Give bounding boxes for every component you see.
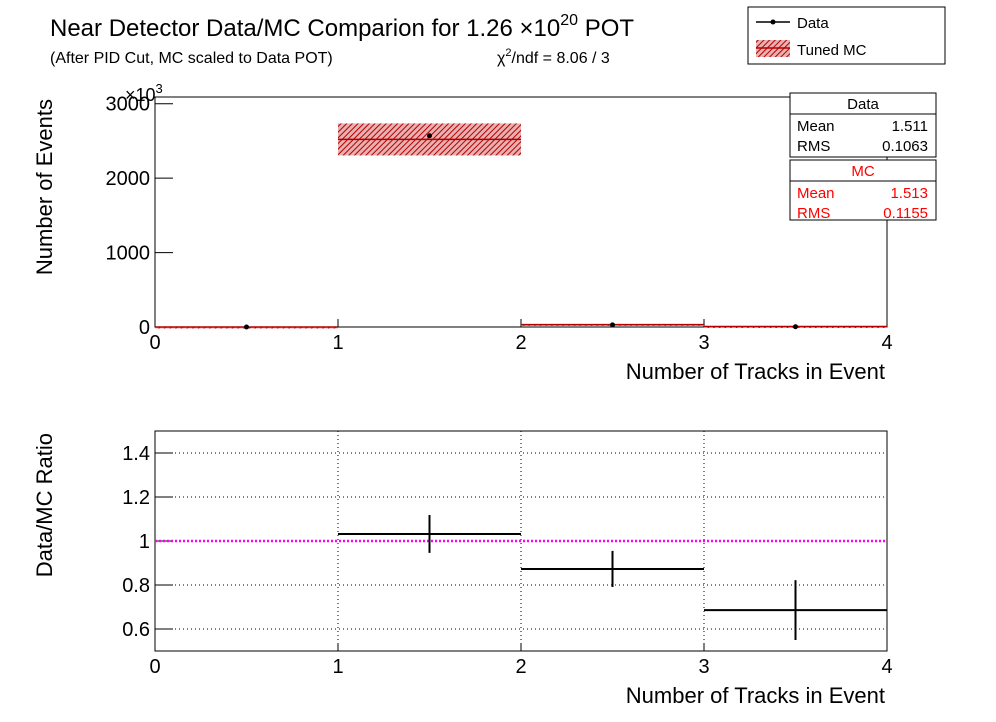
stats-value: 0.1063 bbox=[882, 138, 928, 155]
stats-title: MC bbox=[851, 163, 874, 180]
chart-title: Near Detector Data/MC Comparion for 1.26… bbox=[50, 12, 634, 42]
stats-label: Mean bbox=[797, 185, 835, 202]
y-axis-label: Number of Events bbox=[32, 99, 57, 275]
stats-label: RMS bbox=[797, 138, 830, 155]
x-tick-label: 2 bbox=[515, 656, 526, 678]
stats-value: 1.513 bbox=[890, 185, 928, 202]
stats-label: RMS bbox=[797, 205, 830, 222]
x-tick-label: 0 bbox=[149, 656, 160, 678]
data-point bbox=[793, 324, 798, 330]
y-tick-label: 1.2 bbox=[122, 487, 150, 509]
y-tick-label: 1.4 bbox=[122, 443, 150, 465]
data-point bbox=[244, 324, 249, 330]
chi2: χ2/ndf = 8.06 / 3 bbox=[497, 47, 610, 67]
y-tick-label: 0.6 bbox=[122, 619, 150, 641]
x-tick-label: 3 bbox=[698, 332, 709, 354]
y-multiplier-base: ×10 bbox=[125, 85, 156, 105]
stats-value: 0.1155 bbox=[883, 205, 928, 222]
y-tick-label: 0 bbox=[139, 317, 150, 339]
y-tick-label: 2000 bbox=[106, 168, 151, 190]
x-tick-label: 3 bbox=[698, 656, 709, 678]
x-tick-label: 2 bbox=[515, 332, 526, 354]
data-point bbox=[610, 322, 615, 328]
y-tick-label: 3000 bbox=[106, 94, 151, 116]
stats-value: 1.511 bbox=[892, 118, 928, 135]
stats-label: Mean bbox=[797, 118, 835, 135]
x-tick-label: 4 bbox=[881, 332, 892, 354]
y-tick-label: 1 bbox=[139, 531, 150, 553]
legend-label: Data bbox=[797, 15, 829, 32]
title-text: Near Detector Data/MC Comparion for 1.26… bbox=[50, 15, 560, 42]
x-tick-label: 4 bbox=[881, 656, 892, 678]
subtitle: (After PID Cut, MC scaled to Data POT) bbox=[50, 50, 333, 67]
stats-box bbox=[789, 92, 937, 158]
x-axis-label: Number of Tracks in Event bbox=[626, 359, 885, 384]
chi2-sup: 2 bbox=[505, 47, 511, 59]
x-tick-label: 1 bbox=[332, 332, 343, 354]
stats-title: Data bbox=[847, 96, 879, 113]
stats-box bbox=[789, 159, 937, 221]
chi2-text: /ndf = 8.06 / 3 bbox=[512, 50, 610, 67]
y-multiplier-exp: 3 bbox=[156, 81, 163, 96]
x-axis-label: Number of Tracks in Event bbox=[626, 683, 885, 708]
y-tick-label: 1000 bbox=[106, 243, 151, 265]
data-point bbox=[427, 133, 432, 139]
title-sup: 20 bbox=[560, 12, 578, 29]
legend-data-marker bbox=[770, 19, 776, 25]
y-axis-label: Data/MC Ratio bbox=[32, 433, 57, 577]
legend-label: Tuned MC bbox=[797, 42, 867, 59]
chi2-symbol: χ bbox=[497, 50, 506, 67]
title-suffix: POT bbox=[578, 15, 634, 42]
y-tick-label: 0.8 bbox=[122, 575, 150, 597]
y-multiplier: ×103 bbox=[125, 81, 163, 105]
x-tick-label: 0 bbox=[149, 332, 160, 354]
x-tick-label: 1 bbox=[332, 656, 343, 678]
